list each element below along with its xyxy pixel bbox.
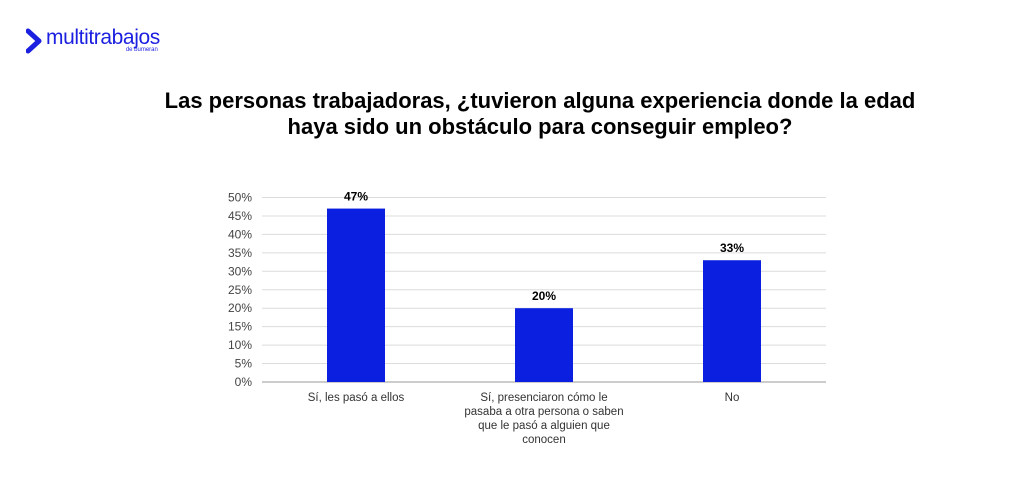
y-axis-ticks: 0% 5% 10% 15% 20% 25% 30% 35% 40% 45% 50%	[228, 191, 252, 390]
x-axis-categories: Sí, les pasó a ellos Sí, presenciaron cóm…	[308, 392, 740, 446]
chart-title-line-1: Las personas trabajadoras, ¿tuvieron alg…	[164, 88, 916, 113]
category-label-line: No	[725, 392, 740, 404]
bar	[703, 260, 761, 382]
y-tick-label: 20%	[228, 301, 252, 315]
y-tick-label: 25%	[228, 283, 252, 297]
category-label-line: pasaba a otra persona o saben	[464, 406, 623, 418]
y-tick-label: 35%	[228, 246, 252, 260]
category-label-line: conocen	[522, 434, 565, 446]
bar	[327, 208, 385, 382]
bar	[515, 308, 573, 382]
data-labels: 47% 20% 33%	[344, 190, 744, 304]
category-label-line: Sí, les pasó a ellos	[308, 392, 405, 404]
y-tick-label: 50%	[228, 191, 252, 205]
category-label-line: que le pasó a alguien que	[478, 420, 610, 432]
category-label: Sí, presenciaron cómo le pasaba a otra pe…	[464, 392, 623, 446]
logo-subtitle: de bumeran	[125, 47, 158, 53]
y-tick-label: 10%	[228, 338, 252, 352]
chart-title: Las personas trabajadoras, ¿tuvieron alg…	[60, 88, 1020, 140]
multitrabajos-logo: multitrabajos de bumeran	[26, 27, 160, 54]
y-tick-label: 40%	[228, 227, 252, 241]
y-tick-label: 45%	[228, 209, 252, 223]
data-label: 20%	[532, 289, 556, 303]
y-tick-label: 30%	[228, 264, 252, 278]
bars	[327, 208, 761, 382]
y-tick-label: 0%	[235, 375, 253, 389]
y-tick-label: 15%	[228, 320, 252, 334]
chart-title-line-2: haya sido un obstáculo para conseguir em…	[287, 114, 793, 139]
category-label: No	[725, 392, 740, 404]
data-label: 47%	[344, 190, 368, 204]
y-tick-label: 5%	[235, 357, 253, 371]
chevron-logo-icon	[26, 28, 42, 54]
category-label-line: Sí, presenciaron cómo le	[480, 392, 607, 404]
category-label: Sí, les pasó a ellos	[308, 392, 405, 404]
data-label: 33%	[720, 241, 744, 255]
logo-wordmark: multitrabajos	[46, 26, 160, 49]
logo-text: multitrabajos de bumeran	[46, 27, 160, 53]
